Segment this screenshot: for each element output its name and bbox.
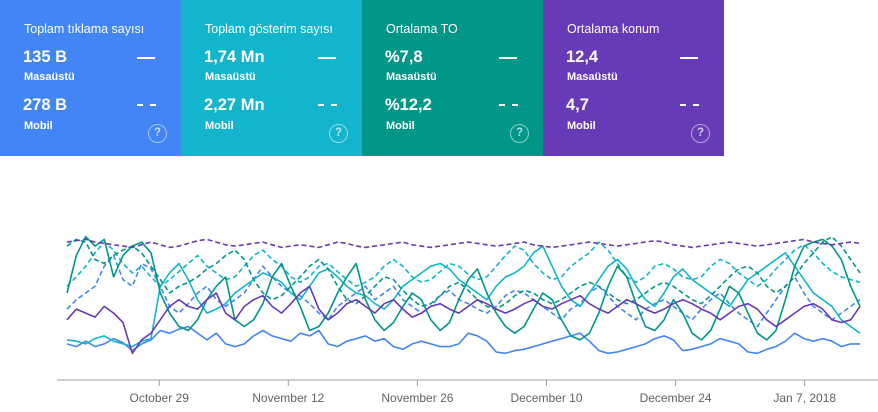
dashed-line-legend-icon [680,104,699,106]
solid-line-legend-icon [137,57,155,59]
metric-mobile-value: 2,27 Mn [204,96,265,114]
help-circle-icon[interactable]: ? [691,124,710,143]
series-line-6 [66,285,861,355]
series-line-7 [66,238,861,249]
metric-card-ctr[interactable]: Ortalama TO %7,8 Masaüstü %12,2 Mobil ? [362,0,543,156]
x-tick-label: December 10 [510,391,582,405]
help-circle-icon[interactable]: ? [329,124,348,143]
metric-mobile-label: Mobil [205,120,234,132]
metric-mobile-value: 278 B [23,96,68,114]
x-axis-ticks: October 29 November 12 November 26 December… [130,380,836,405]
series-layer [66,235,861,355]
series-line-4 [66,235,861,341]
metric-desktop-label: Masaüstü [567,71,618,83]
help-circle-icon[interactable]: ? [510,124,529,143]
metric-mobile-label: Mobil [24,120,53,132]
solid-line-legend-icon [499,57,517,59]
solid-line-legend-icon [318,57,336,59]
metric-desktop-value: %7,8 [385,48,423,66]
metric-title: Ortalama konum [567,22,660,36]
metric-mobile-label: Mobil [386,120,415,132]
metric-card-position[interactable]: Ortalama konum 12,4 Masaüstü 4,7 Mobil ? [543,0,724,156]
x-tick-label: November 12 [252,391,324,405]
dashed-line-legend-icon [318,104,337,106]
x-tick-label: December 24 [640,391,712,405]
dashed-line-legend-icon [499,104,518,106]
chart-canvas[interactable]: October 29 November 12 November 26 December… [0,170,878,412]
series-line-0 [66,325,860,355]
series-line-3 [66,241,861,288]
metric-desktop-label: Masaüstü [205,71,256,83]
metric-mobile-label: Mobil [567,120,596,132]
metric-desktop-value: 135 B [23,48,68,66]
metric-title: Ortalama TO [386,22,458,36]
x-tick-label: November 26 [381,391,453,405]
metric-cards: Toplam tıklama sayısı 135 B Masaüstü 278… [0,0,724,156]
series-line-5 [66,235,861,310]
x-tick-label: Jan 7, 2018 [773,391,836,405]
metric-desktop-value: 12,4 [566,48,599,66]
metric-mobile-value: %12,2 [385,96,432,114]
performance-line-chart[interactable]: October 29 November 12 November 26 December… [0,170,878,412]
series-line-2 [66,245,861,348]
metric-card-impressions[interactable]: Toplam gösterim sayısı 1,74 Mn Masaüstü … [181,0,362,156]
metric-desktop-label: Masaüstü [386,71,437,83]
metric-title: Toplam tıklama sayısı [24,22,145,36]
metric-card-clicks[interactable]: Toplam tıklama sayısı 135 B Masaüstü 278… [0,0,181,156]
x-tick-label: October 29 [130,391,190,405]
metric-desktop-value: 1,74 Mn [204,48,265,66]
dashed-line-legend-icon [137,104,156,106]
solid-line-legend-icon [680,57,698,59]
help-circle-icon[interactable]: ? [148,124,167,143]
series-line-1 [66,254,861,328]
metric-desktop-label: Masaüstü [24,71,75,83]
metric-title: Toplam gösterim sayısı [205,22,333,36]
metric-mobile-value: 4,7 [566,96,589,114]
